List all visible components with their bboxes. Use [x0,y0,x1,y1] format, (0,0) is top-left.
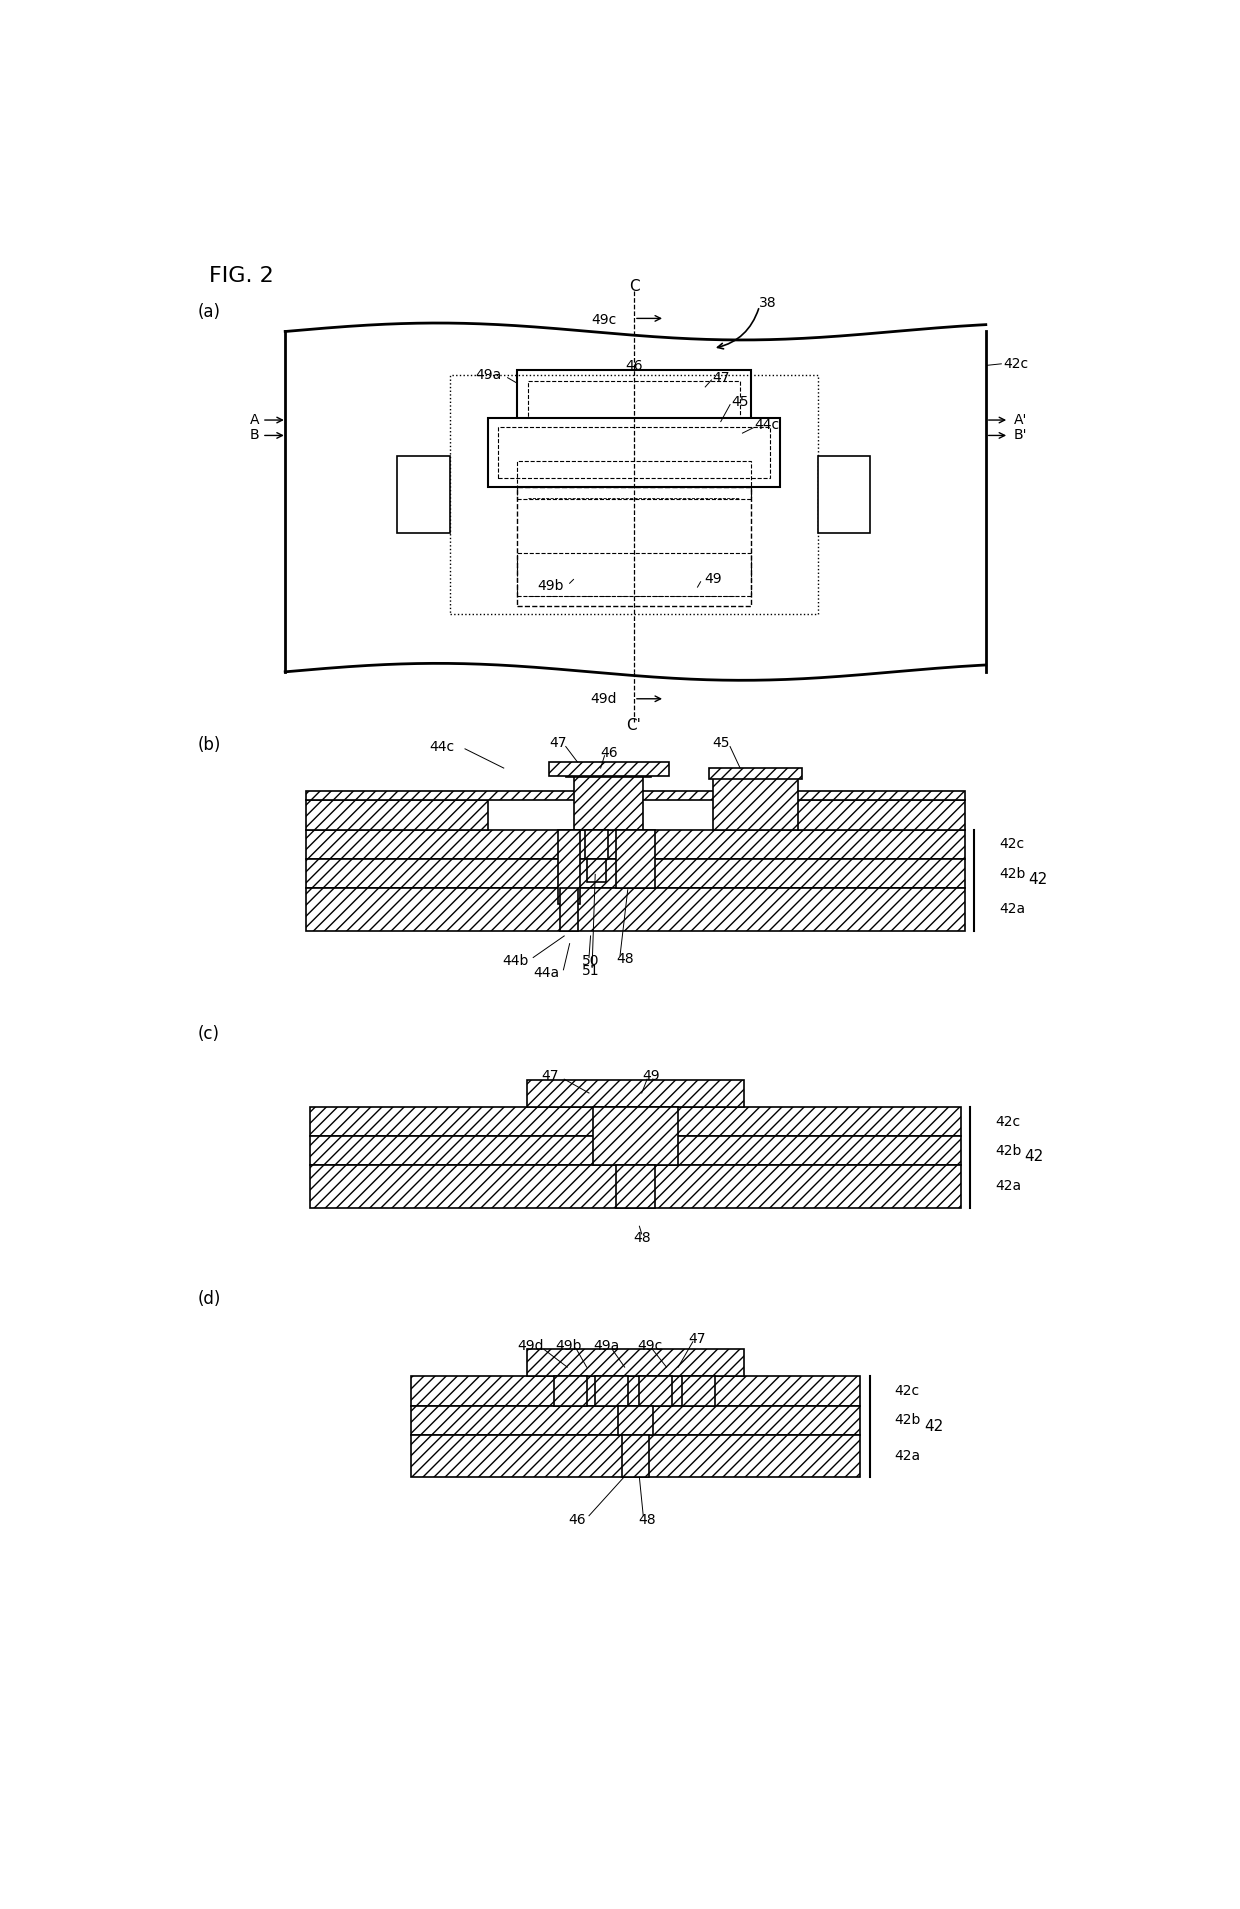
Bar [595,1376,627,1405]
Text: 38: 38 [759,296,776,309]
Bar [565,767,651,777]
Text: 44c: 44c [429,739,454,754]
Text: 42b: 42b [999,867,1025,880]
Text: 48: 48 [632,1231,651,1245]
Bar [709,767,802,779]
Text: 49d: 49d [517,1338,544,1353]
Text: 46: 46 [600,746,618,760]
Text: 48: 48 [616,953,634,966]
Bar [528,380,740,451]
Text: (a): (a) [197,304,221,321]
Text: (b): (b) [197,737,221,754]
Bar [713,777,799,830]
Bar [517,554,751,596]
Text: 42a: 42a [999,901,1025,916]
Text: 42b: 42b [994,1143,1022,1157]
Bar [310,1136,961,1164]
Bar [573,775,644,830]
Text: 42c: 42c [999,838,1024,851]
Text: 49: 49 [704,573,722,586]
Text: 49b: 49b [537,578,563,592]
Text: 42a: 42a [894,1449,920,1462]
Text: 44a: 44a [533,966,559,979]
Bar [306,830,965,859]
Bar [554,1376,587,1405]
Bar [489,418,780,487]
Text: 42: 42 [924,1418,944,1434]
Text: 47: 47 [549,737,567,750]
Bar [449,376,817,615]
Text: A': A' [1014,412,1028,428]
Text: 49c: 49c [591,313,618,326]
Text: 49: 49 [642,1069,660,1082]
Bar [621,1436,650,1478]
Text: 45: 45 [732,395,749,409]
Text: 44b: 44b [502,954,528,968]
Text: C: C [629,279,640,294]
Bar [559,888,578,930]
Text: 44c: 44c [755,418,780,433]
Text: 42c: 42c [894,1384,920,1397]
Bar [588,859,606,882]
Bar [640,1376,672,1405]
Text: 42c: 42c [994,1115,1021,1128]
Bar [775,800,965,830]
Text: 46: 46 [625,359,642,372]
Text: 47: 47 [688,1332,707,1346]
Bar [410,1405,861,1436]
Text: 42: 42 [1028,872,1048,888]
Bar [310,1107,961,1136]
Bar [558,830,580,903]
Bar [410,1376,861,1405]
Bar [306,800,489,830]
Text: 42b: 42b [894,1413,921,1428]
Text: (d): (d) [197,1290,221,1308]
Text: 49a: 49a [475,368,501,382]
Bar [517,487,751,607]
Bar [306,790,965,800]
Text: B': B' [1014,428,1028,443]
Bar [549,762,668,775]
Bar [306,859,965,888]
Bar [585,830,609,859]
Text: 48: 48 [639,1512,656,1527]
Text: 42a: 42a [994,1180,1022,1193]
Text: 47: 47 [712,370,729,386]
Bar [527,1350,744,1376]
Text: C': C' [626,718,641,733]
Bar [306,888,965,930]
Bar [517,370,751,460]
Text: 50: 50 [582,954,599,968]
Bar [593,1107,678,1164]
Bar [397,456,449,533]
Bar [497,428,770,477]
Text: 49d: 49d [590,691,618,706]
Bar [619,1405,652,1436]
Bar [817,456,870,533]
Text: 49b: 49b [554,1338,582,1353]
Text: (c): (c) [197,1025,219,1042]
Text: 42: 42 [1024,1149,1044,1164]
Bar [310,1164,961,1208]
Text: FIG. 2: FIG. 2 [210,265,274,286]
Bar [517,460,751,500]
Text: 42c: 42c [1003,357,1029,370]
Text: B: B [249,428,259,443]
Bar [410,1436,861,1478]
Text: 49c: 49c [637,1338,662,1353]
Text: 49a: 49a [593,1338,619,1353]
Text: 51: 51 [582,964,599,977]
Text: 46: 46 [569,1512,587,1527]
Text: A: A [249,412,259,428]
Bar [616,830,655,888]
Text: 45: 45 [712,737,729,750]
Bar [527,1080,744,1107]
Bar [616,1164,655,1208]
Bar [682,1376,714,1405]
Text: 47: 47 [542,1069,559,1082]
